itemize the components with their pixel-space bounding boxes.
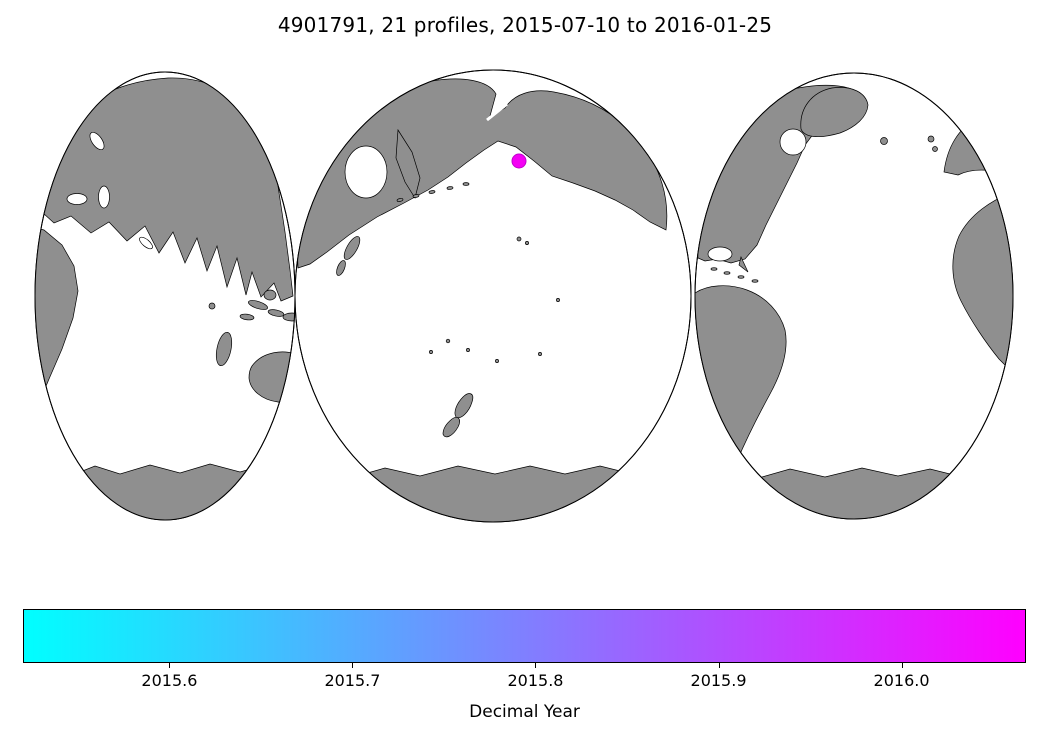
black-sea [66, 193, 88, 205]
island-new-zealand-north [454, 393, 474, 418]
island-britain [927, 135, 935, 143]
aleutian-island [462, 182, 470, 186]
florida-peninsula [738, 255, 749, 273]
island-tasmania [296, 410, 301, 415]
colorbar-tick [352, 663, 354, 668]
persian-gulf [139, 236, 153, 250]
aleutian-island [396, 198, 404, 202]
island-madagascar [215, 331, 233, 367]
island-borneo [263, 289, 277, 301]
island-japan-honshu [343, 236, 361, 260]
baltic-sea [89, 131, 105, 151]
bering-strait [486, 102, 508, 122]
colorbar-tick [169, 663, 171, 668]
gulf-of-mexico [707, 246, 733, 262]
colorbar-tick-label: 2016.0 [873, 671, 930, 690]
landmass-africa [35, 223, 79, 422]
landmass-australia [248, 351, 295, 403]
island-sumatra [248, 300, 268, 310]
island-greenland [800, 87, 869, 137]
map-lobe-middle-outline [294, 69, 692, 523]
landmass-west-africa [952, 191, 1013, 374]
pacific-island [525, 241, 529, 245]
aleutian-island [446, 186, 454, 190]
pacific-island [516, 236, 522, 242]
colorbar-tick-label: 2015.6 [141, 671, 198, 690]
pacific-island [466, 348, 470, 352]
caspian-sea [98, 185, 110, 209]
caribbean-island [751, 279, 759, 283]
colorbar-tick-label: 2015.8 [507, 671, 564, 690]
colorbar-tick [535, 663, 537, 668]
island-ireland [932, 146, 938, 152]
landmass-antarctica-middle [295, 465, 691, 522]
island-indonesia [239, 313, 255, 321]
colorbar-ticks [23, 663, 1026, 669]
island-iceland [880, 137, 888, 145]
caribbean-island [723, 271, 731, 275]
colorbar-tick-label: 2015.9 [690, 671, 747, 690]
aleutian-island [412, 194, 420, 198]
pacific-island [429, 350, 433, 354]
float-marker [511, 153, 527, 169]
colorbar-tick-label: 2015.7 [324, 671, 381, 690]
pacific-island [445, 338, 451, 344]
island-sri-lanka [208, 302, 216, 310]
landmass-antarctica-right [699, 467, 1013, 519]
kamchatka-peninsula [395, 128, 421, 199]
pacific-island [495, 359, 499, 363]
aleutian-island [428, 190, 436, 194]
red-sea [56, 234, 86, 263]
pacific-island [556, 298, 560, 302]
island-new-zealand-south [442, 417, 460, 438]
sea-of-okhotsk [344, 145, 388, 199]
colorbar-axis-label: Decimal Year [469, 702, 580, 722]
colorbar-tick [718, 663, 720, 668]
colorbar-tick-labels: 2015.6 2015.7 2015.8 2015.9 2016.0 [23, 671, 1026, 693]
hudson-bay [779, 128, 807, 156]
map-lobe-right-outline [694, 72, 1014, 520]
island-japan-kyushu [336, 260, 346, 276]
caribbean-island [737, 275, 745, 279]
colorbar-tick [901, 663, 903, 668]
pacific-island [538, 352, 542, 356]
caribbean-island [710, 267, 718, 271]
island-new-guinea [282, 312, 295, 322]
colorbar-gradient [23, 609, 1026, 663]
figure-title: 4901791, 21 profiles, 2015-07-10 to 2016… [277, 13, 773, 37]
island-java [267, 309, 285, 317]
